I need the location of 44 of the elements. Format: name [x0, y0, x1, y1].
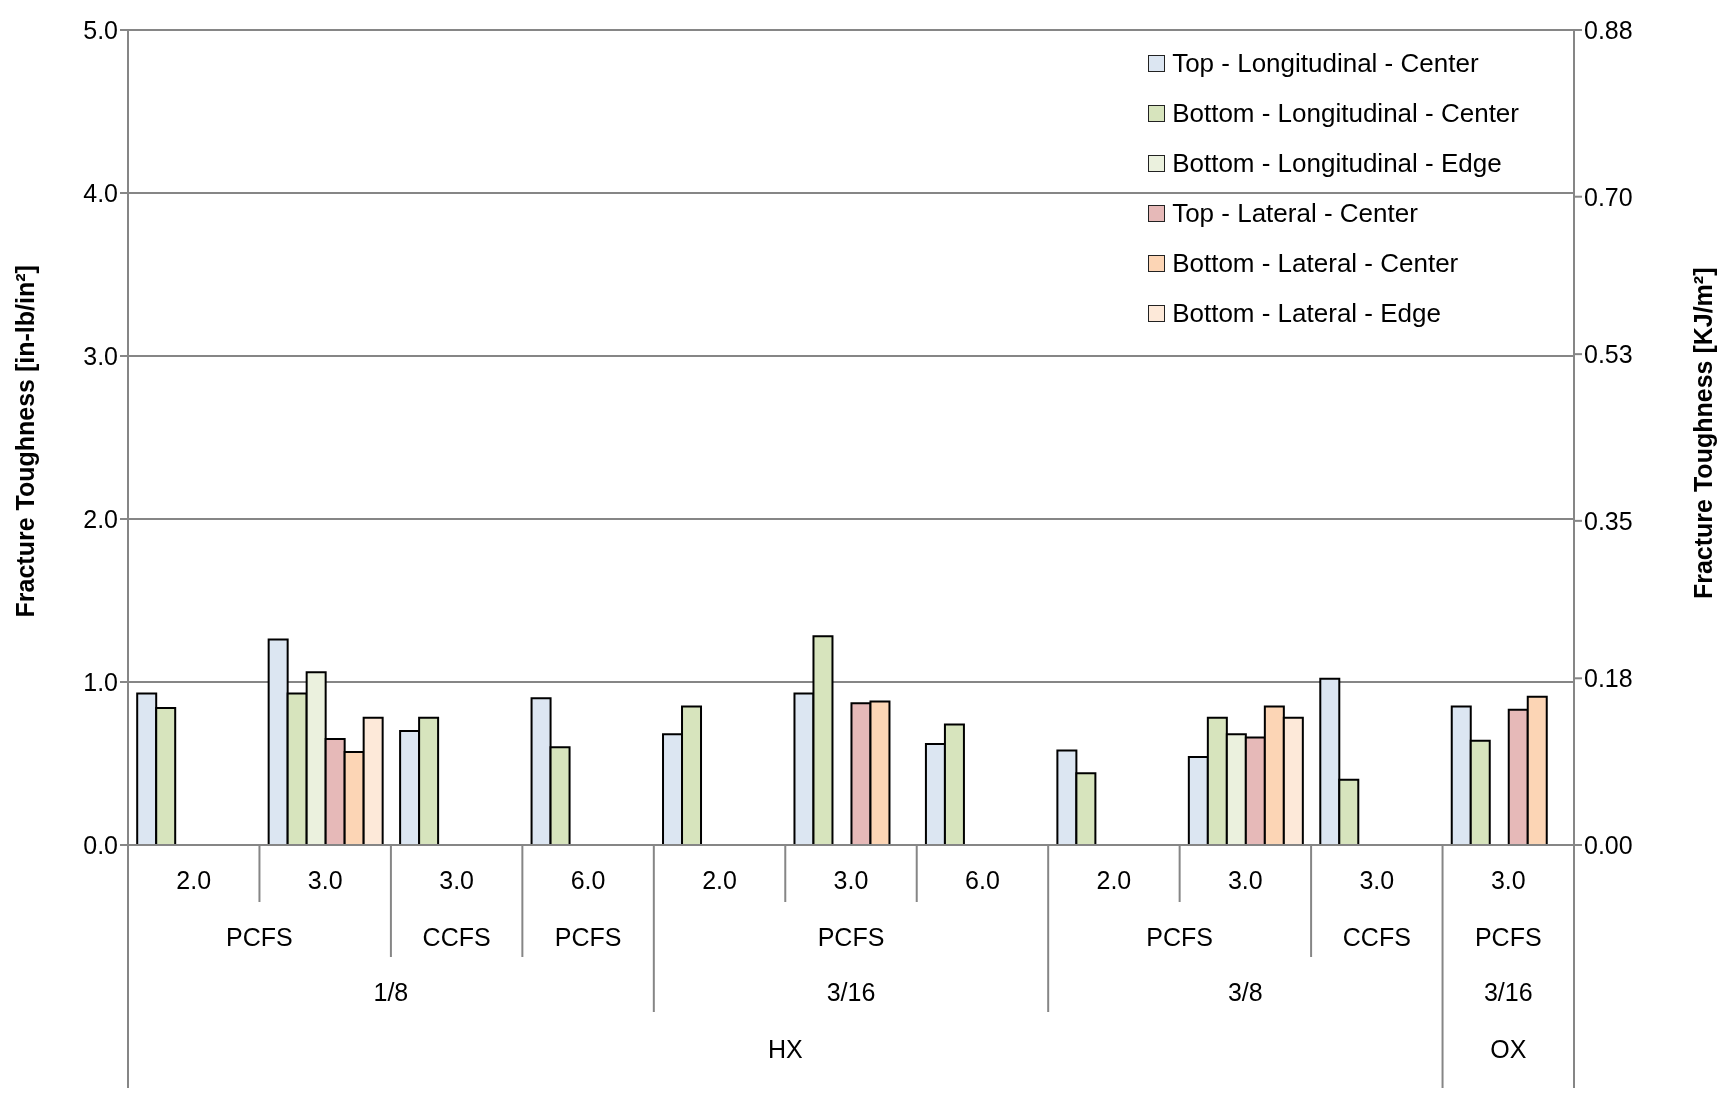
y-tick-label: 0.0: [83, 830, 118, 859]
text: CCFS: [1342, 922, 1411, 951]
text: 1/8: [373, 977, 409, 1006]
x-tick-label: 6.0: [570, 865, 606, 894]
x-tick-label: 6.0: [965, 865, 1000, 894]
text: PCFS: [1146, 922, 1213, 951]
legend-label: Top - Lateral - Center: [1172, 197, 1418, 229]
x-tick-label: 3.0: [1359, 865, 1395, 894]
x-tick-label: 3.0: [1490, 865, 1526, 894]
y2-tick-label: 0.35: [1584, 506, 1633, 535]
y2-tick-label: 0.53: [1584, 340, 1633, 369]
x-tick-label: 3.0: [833, 865, 869, 894]
legend-label: Bottom - Longitudinal - Edge: [1172, 147, 1502, 179]
y2-axis-title: Fracture Toughness [KJ/m²]: [1688, 267, 1717, 600]
text: HX: [767, 1034, 803, 1063]
y2-tick-label: 0.70: [1584, 182, 1633, 211]
y2-tick-label: 0.88: [1584, 15, 1633, 44]
x-tick-label: 3.0: [439, 865, 475, 894]
x-tick-label: 2.0: [176, 865, 212, 894]
text: 3/8: [1227, 977, 1263, 1006]
text: CCFS: [422, 922, 491, 951]
text: 3/16: [826, 977, 876, 1006]
x-tick-label: 2.0: [1096, 865, 1132, 894]
x-tick-label: 2.0: [702, 865, 737, 894]
y2-tick-label: 0.00: [1584, 830, 1633, 859]
text: PCFS: [1474, 922, 1542, 951]
legend-label: Top - Longitudinal - Center: [1172, 47, 1479, 79]
legend-label: Bottom - Longitudinal - Center: [1172, 97, 1519, 129]
text: PCFS: [817, 922, 885, 951]
y-tick-label: 5.0: [83, 15, 118, 44]
legend-label: Bottom - Lateral - Edge: [1172, 297, 1441, 329]
text: PCFS: [554, 922, 622, 951]
y2-tick-label: 0.18: [1584, 664, 1633, 693]
y-tick-label: 4.0: [83, 178, 118, 207]
y-tick-label: 3.0: [83, 341, 118, 370]
text: PCFS: [226, 922, 293, 951]
y-tick-label: 2.0: [83, 504, 118, 533]
x-tick-label: 3.0: [307, 865, 343, 894]
y-tick-label: 1.0: [83, 667, 118, 696]
legend-label: Bottom - Lateral - Center: [1172, 247, 1459, 279]
text: OX: [1490, 1034, 1527, 1063]
text: 3/16: [1483, 977, 1533, 1006]
y-axis-title: Fracture Toughness [in-lb/in²]: [10, 265, 39, 618]
x-tick-label: 3.0: [1227, 865, 1263, 894]
